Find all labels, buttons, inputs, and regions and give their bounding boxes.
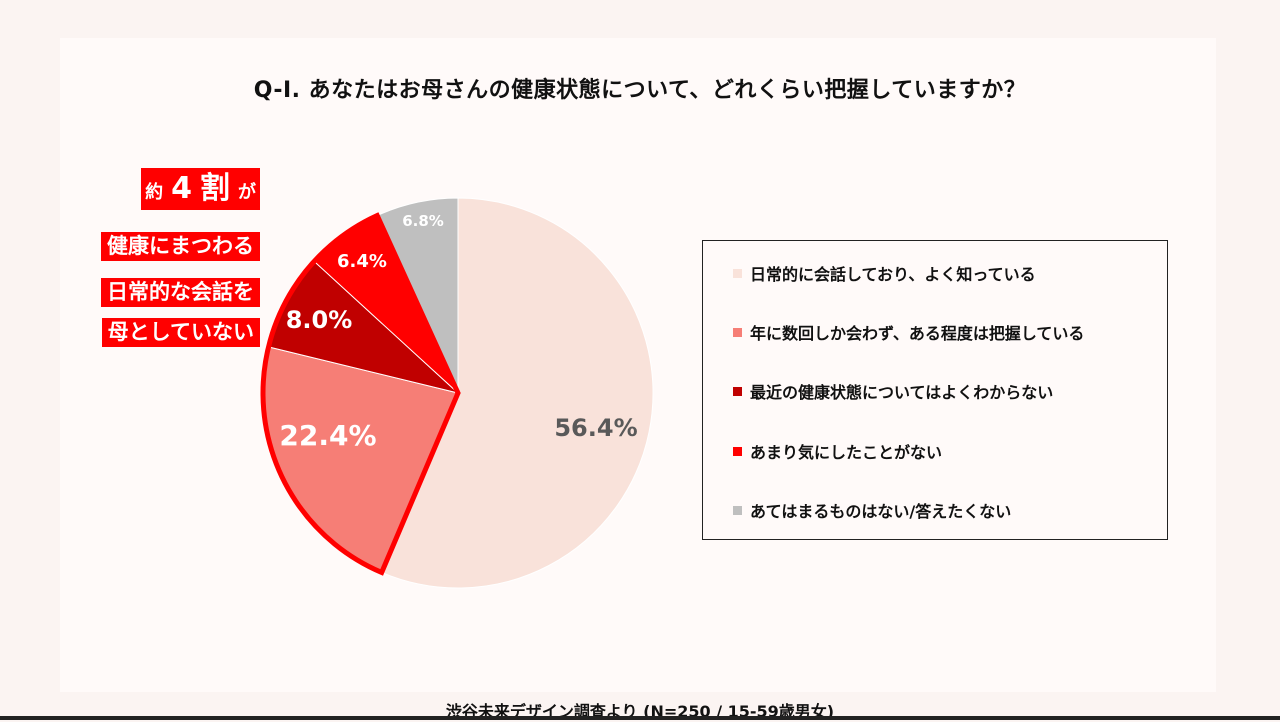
legend-item: あてはまるものはない/答えたくない: [733, 498, 1011, 522]
legend-swatch-2: [733, 386, 742, 396]
pie-slice-0: [381, 197, 654, 589]
legend-swatch-4: [733, 505, 742, 515]
data-label-3: 6.4%: [337, 251, 387, 272]
legend: 日常的に会話しており、よく知っている 年に数回しか会わず、ある程度は把握している…: [702, 240, 1168, 540]
legend-label: あてはまるものはない/答えたくない: [750, 502, 1012, 521]
callout-line-3: 母としていない: [101, 318, 260, 347]
legend-item: あまり気にしたことがない: [733, 439, 942, 463]
bottom-rule: [0, 716, 1280, 720]
data-label-0: 56.4%: [554, 414, 637, 442]
highlight-outline: [260, 212, 461, 576]
callout-line-2: 日常的な会話を: [101, 278, 260, 307]
legend-label: あまり気にしたことがない: [750, 443, 943, 462]
callout-unit: 割: [196, 168, 234, 210]
callout-headline: 約 4 割 が: [141, 168, 260, 210]
legend-swatch-3: [733, 446, 742, 456]
legend-label: 日常的に会話しており、よく知っている: [750, 265, 1036, 284]
callout-number: 4: [167, 168, 196, 210]
callout-line-1: 健康にまつわる: [101, 232, 260, 261]
legend-label: 最近の健康状態についてはよくわからない: [750, 383, 1054, 402]
legend-swatch-1: [733, 327, 742, 337]
callout-prefix: 約: [141, 174, 168, 210]
chart-title: Q-Ⅰ. あなたはお母さんの健康状態について、どれくらい把握していますか？: [253, 78, 1027, 103]
legend-item: 年に数回しか会わず、ある程度は把握している: [733, 320, 1084, 344]
data-label-1: 22.4%: [279, 419, 376, 452]
data-label-2: 8.0%: [286, 306, 353, 334]
legend-item: 日常的に会話しており、よく知っている: [733, 261, 1036, 285]
legend-label: 年に数回しか会わず、ある程度は把握している: [750, 324, 1085, 343]
legend-item: 最近の健康状態についてはよくわからない: [733, 379, 1053, 403]
callout-suffix: が: [234, 174, 260, 210]
data-label-4: 6.8%: [402, 212, 444, 230]
legend-swatch-0: [733, 268, 742, 278]
